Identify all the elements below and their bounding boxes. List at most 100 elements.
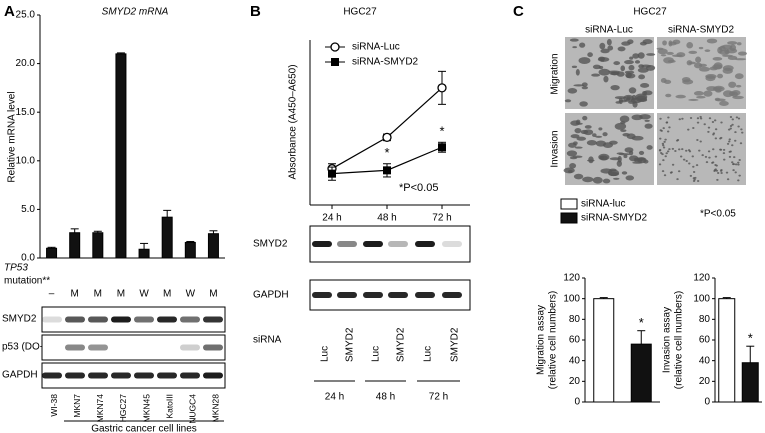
- y-tick-label: 10.0: [16, 155, 36, 166]
- band: [312, 292, 332, 298]
- band: [312, 241, 332, 247]
- cell: [737, 117, 741, 120]
- lane-label: Luc: [423, 346, 434, 362]
- cell: [682, 158, 686, 161]
- band: [415, 292, 435, 298]
- cell: [598, 56, 606, 61]
- cell: [725, 171, 729, 174]
- cell: [617, 46, 626, 52]
- cell: [698, 66, 710, 72]
- cell: [717, 73, 724, 79]
- cell: [734, 131, 737, 134]
- cell: [676, 52, 686, 58]
- cell: [728, 155, 732, 158]
- bar: [46, 247, 58, 259]
- y-tick-label: 0: [574, 397, 580, 408]
- cell: [662, 146, 666, 149]
- y-tick-label: 40: [569, 355, 581, 366]
- x-tick-label: MKN45: [141, 394, 151, 423]
- column-label: siRNA-SMYD2: [668, 25, 735, 36]
- cell: [716, 178, 719, 181]
- tp53-status: –: [49, 289, 55, 300]
- band: [134, 372, 154, 379]
- cell: [570, 120, 581, 126]
- x-tick-label: 72 h: [432, 213, 451, 224]
- cell: [714, 137, 718, 140]
- marker: [331, 58, 339, 66]
- marker: [438, 143, 446, 152]
- lane-label: SMYD2: [450, 327, 461, 362]
- cell: [695, 56, 702, 63]
- bar: [184, 241, 196, 259]
- cell: [729, 127, 732, 130]
- cell: [631, 135, 644, 141]
- band: [88, 372, 108, 379]
- time-label: 24 h: [325, 392, 344, 403]
- x-tick-label: MKN28: [211, 394, 221, 423]
- cell: [699, 117, 703, 120]
- cell: [600, 48, 610, 54]
- cell: [696, 117, 700, 120]
- cell: [624, 60, 634, 65]
- group-label: Gastric cancer cell lines: [91, 424, 197, 433]
- cell: [615, 101, 621, 104]
- cell: [620, 121, 626, 125]
- cell: [698, 63, 707, 67]
- cell: [666, 51, 674, 55]
- cell: [721, 54, 734, 57]
- bar: [630, 343, 652, 403]
- cell: [567, 87, 578, 94]
- tp53-status: M: [71, 289, 79, 300]
- marker: [382, 132, 392, 143]
- cell: [610, 85, 620, 91]
- cell: [583, 129, 594, 136]
- cell: [663, 140, 666, 143]
- y-axis-label: Invasion assay: [662, 307, 673, 373]
- cell: [721, 44, 733, 50]
- cell: [714, 155, 718, 158]
- cell: [663, 79, 672, 85]
- cell: [688, 162, 691, 165]
- cell: [737, 125, 740, 128]
- cell: [687, 128, 690, 131]
- column-label: siRNA-Luc: [585, 25, 633, 36]
- cell: [637, 67, 649, 73]
- cell: [668, 41, 677, 46]
- cell: [671, 163, 675, 166]
- annotation: *: [384, 145, 389, 160]
- cell: [595, 135, 603, 138]
- cell: [573, 84, 585, 87]
- band: [111, 372, 131, 379]
- cell: [666, 150, 670, 153]
- cell: [569, 38, 579, 42]
- cell: [563, 167, 575, 174]
- cell: [681, 117, 684, 120]
- cell: [628, 87, 637, 94]
- band: [65, 344, 85, 351]
- cell: [715, 169, 719, 172]
- cell: [728, 140, 731, 143]
- bar: [741, 362, 759, 403]
- cell: [727, 41, 738, 45]
- legend-label: siRNA-SMYD2: [581, 213, 648, 224]
- cell: [642, 39, 653, 45]
- cell: [662, 127, 665, 130]
- cell: [574, 146, 583, 149]
- cell: [592, 64, 601, 70]
- cell: [627, 39, 634, 45]
- cell: [732, 163, 736, 166]
- y-tick-label: 100: [693, 293, 710, 304]
- x-tick-label: KatoIII: [164, 394, 174, 419]
- y-tick-label: 60: [699, 335, 711, 346]
- cell: [660, 54, 667, 57]
- bar: [92, 232, 104, 259]
- panel-label: B: [250, 3, 261, 20]
- y-tick-label: 120: [693, 273, 710, 284]
- cell: [728, 81, 737, 88]
- cell: [695, 164, 699, 167]
- cell: [731, 161, 734, 164]
- cell: [736, 42, 742, 46]
- annotation: *: [748, 331, 753, 346]
- cell: [569, 163, 577, 169]
- cell: [693, 91, 704, 96]
